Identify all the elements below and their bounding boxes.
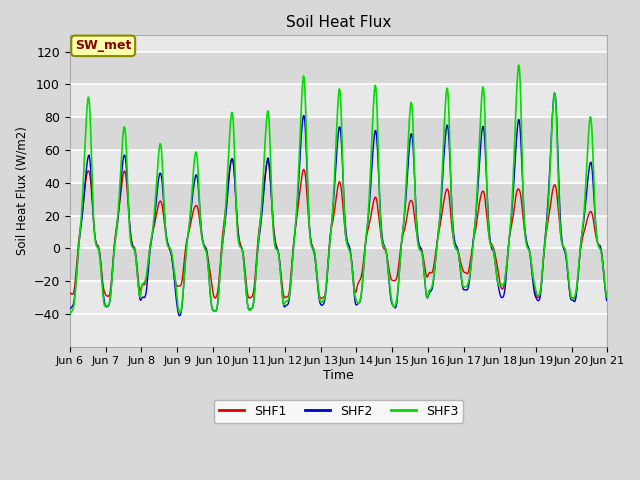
SHF1 — [186, 228, 193, 233]
Bar — [70, 183, 607, 216]
SHF2 — [76, 237, 83, 243]
Bar — [70, 84, 607, 117]
SHF3 — [66, 312, 74, 318]
SHF1 — [603, 291, 611, 297]
Title: Soil Heat Flux: Soil Heat Flux — [286, 15, 391, 30]
Y-axis label: Soil Heat Flux (W/m2): Soil Heat Flux (W/m2) — [15, 127, 28, 255]
SHF1 — [76, 232, 83, 238]
SHF2 — [550, 90, 558, 96]
SHF1 — [404, 207, 412, 213]
SHF2 — [186, 218, 194, 224]
Line: SHF2: SHF2 — [70, 93, 607, 316]
Line: SHF3: SHF3 — [70, 65, 607, 315]
Line: SHF1: SHF1 — [70, 159, 607, 299]
SHF2 — [214, 294, 222, 300]
X-axis label: Time: Time — [323, 369, 354, 382]
Bar — [70, 150, 607, 183]
SHF3 — [403, 158, 411, 164]
SHF3 — [515, 62, 522, 68]
SHF3 — [214, 301, 221, 307]
SHF1 — [66, 290, 74, 296]
SHF2 — [66, 306, 74, 312]
SHF3 — [76, 236, 83, 241]
SHF3 — [419, 256, 427, 262]
SHF2 — [131, 248, 138, 254]
Text: SW_met: SW_met — [75, 39, 131, 52]
Bar — [70, 52, 607, 84]
Bar — [70, 216, 607, 248]
Bar — [70, 281, 607, 314]
SHF1 — [228, 156, 236, 162]
Bar — [70, 248, 607, 281]
SHF2 — [603, 298, 611, 303]
Bar — [70, 117, 607, 150]
SHF3 — [603, 294, 611, 300]
Legend: SHF1, SHF2, SHF3: SHF1, SHF2, SHF3 — [214, 400, 463, 423]
SHF1 — [570, 296, 578, 302]
SHF1 — [420, 257, 428, 263]
SHF3 — [131, 247, 138, 252]
SHF1 — [214, 289, 221, 295]
SHF2 — [420, 265, 428, 271]
SHF2 — [404, 164, 412, 169]
SHF2 — [175, 313, 183, 319]
SHF3 — [186, 223, 193, 228]
SHF1 — [131, 245, 138, 251]
